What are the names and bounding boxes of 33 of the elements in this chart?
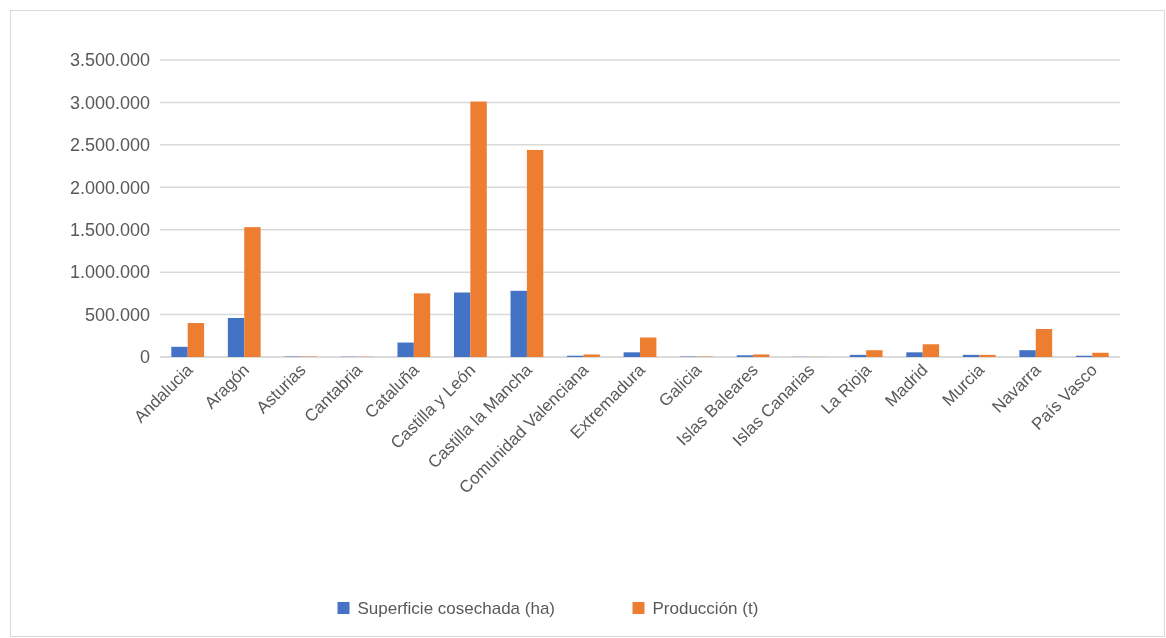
bar (849, 354, 867, 357)
bar (623, 352, 640, 357)
bar (470, 101, 487, 357)
bar (640, 337, 657, 357)
bar (413, 293, 431, 357)
bar (866, 350, 883, 357)
y-tick-label: 1.500.000 (69, 220, 150, 241)
bar (453, 292, 471, 357)
bar (171, 346, 188, 357)
y-tick-label: 3.000.000 (69, 92, 150, 113)
bar (962, 354, 980, 357)
y-tick-label: 1.000.000 (69, 262, 150, 283)
bar (244, 227, 261, 357)
bar (1035, 329, 1053, 357)
bar (979, 354, 996, 357)
legend-label: Superficie cosechada (ha) (357, 598, 556, 618)
bar (526, 149, 544, 357)
y-tick-label: 3.500.000 (69, 50, 150, 71)
y-tick-label: 500.000 (84, 304, 150, 325)
legend-label: Producción (t) (652, 598, 759, 618)
bar (510, 290, 527, 357)
bar (583, 354, 600, 357)
y-tick-label: 2.500.000 (69, 135, 150, 156)
bar (1092, 352, 1109, 357)
bar (922, 344, 940, 357)
bar (906, 352, 923, 357)
y-tick-label: 2.000.000 (69, 177, 150, 198)
bar (187, 323, 205, 357)
bar (1019, 350, 1036, 357)
bar (397, 342, 414, 357)
y-tick-label: 0 (139, 347, 150, 368)
bar (753, 354, 770, 357)
bar (227, 317, 245, 357)
